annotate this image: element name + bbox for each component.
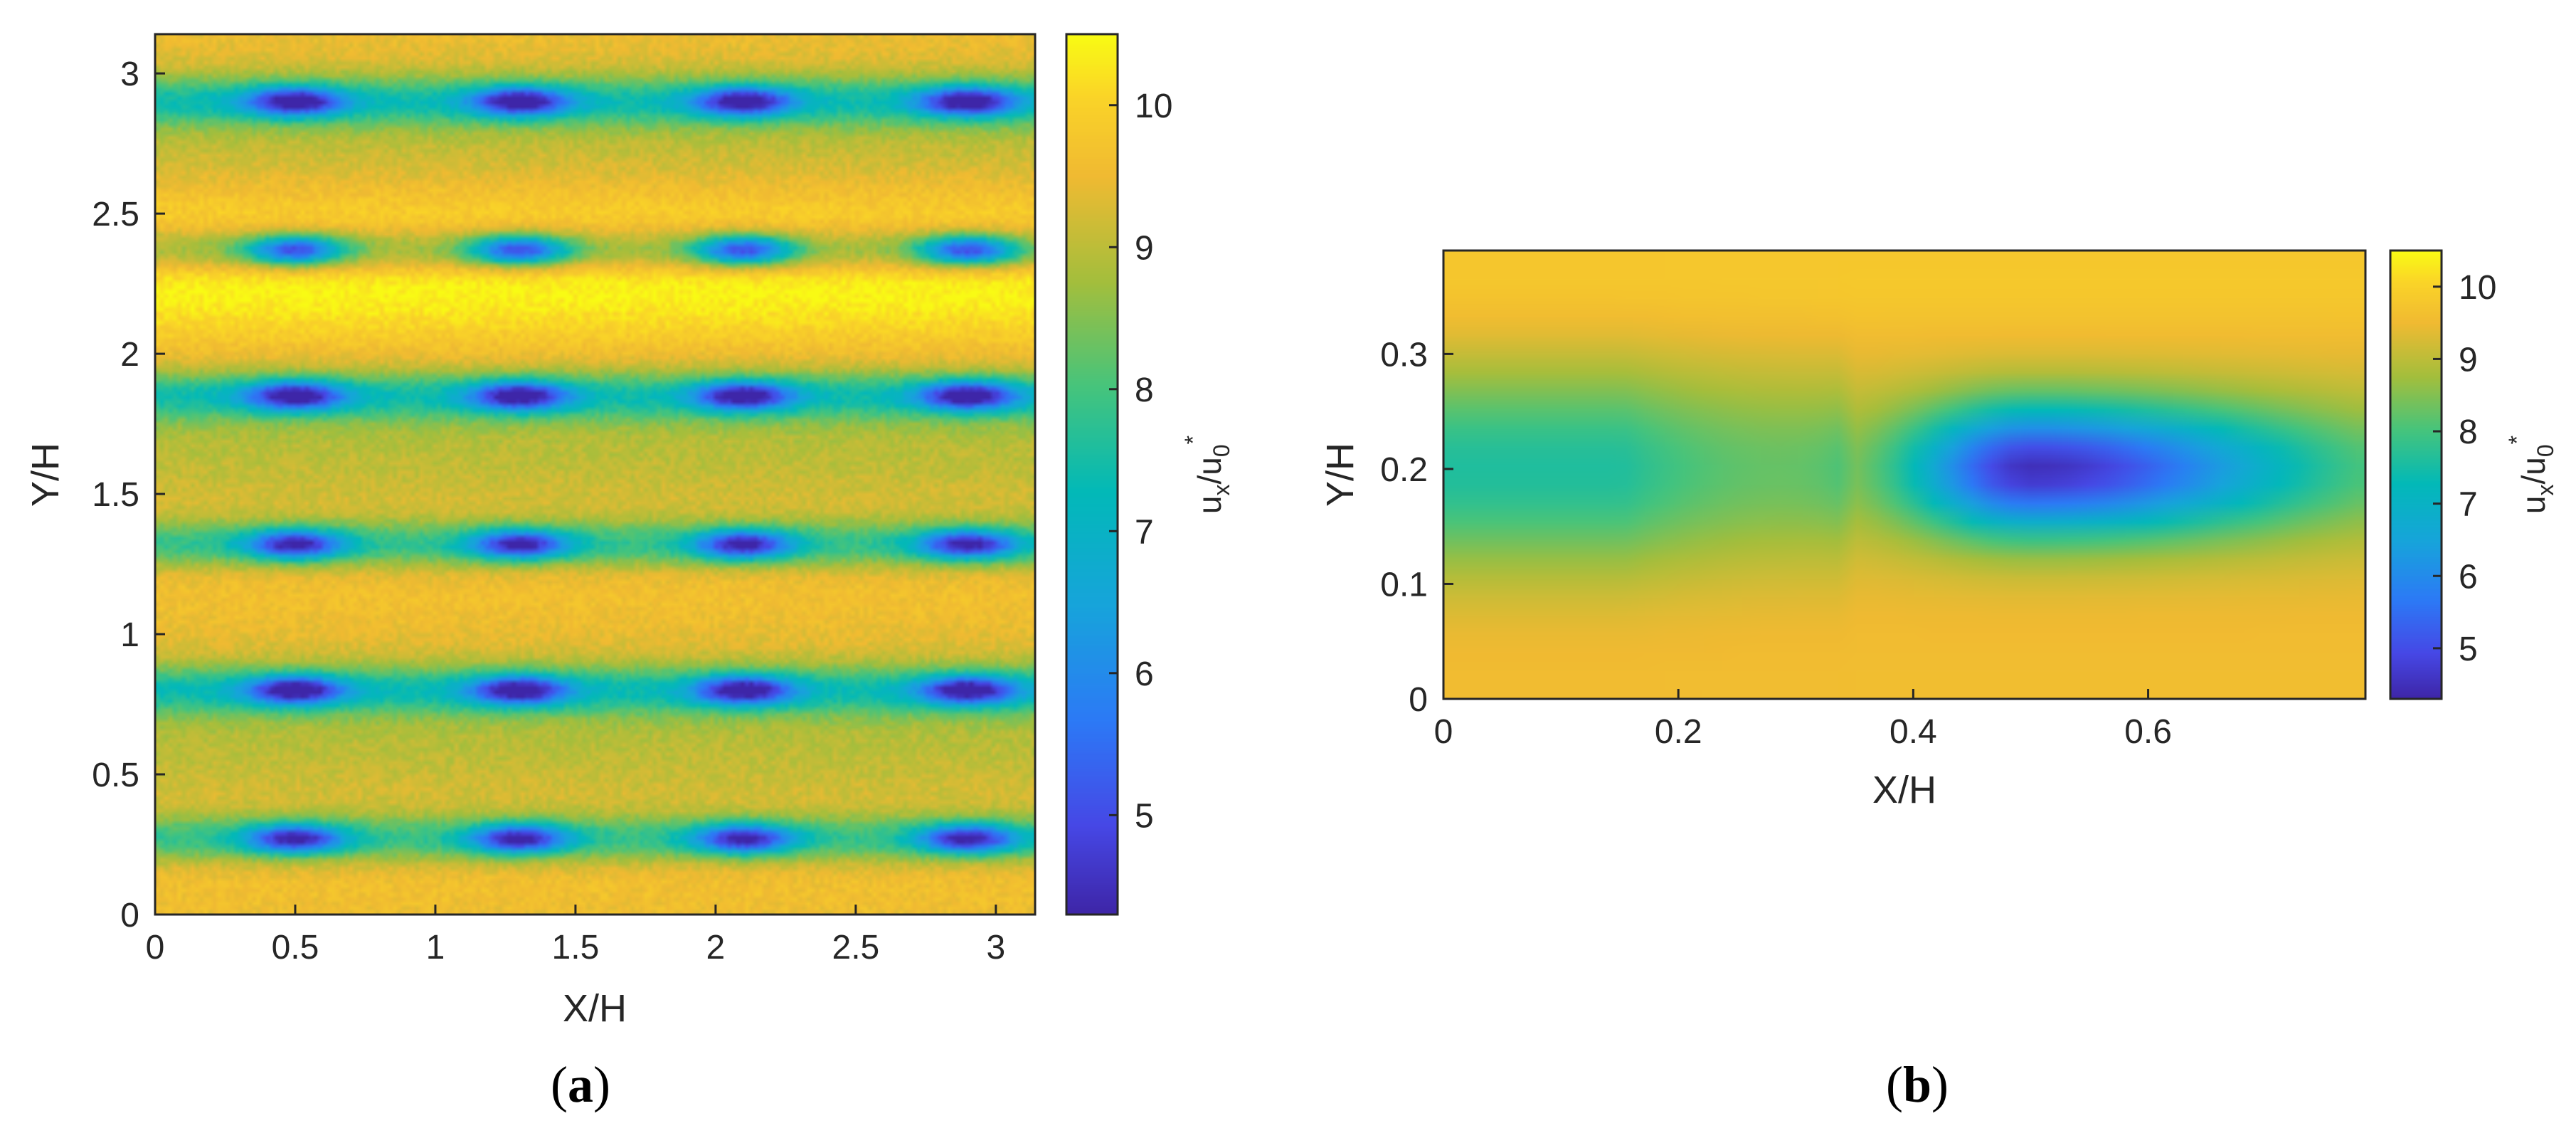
b-cbtick-label: 7	[2459, 486, 2478, 524]
a-cbtick-label: 10	[1135, 88, 1172, 125]
caption-b-open: (	[1886, 1056, 1903, 1113]
b-xtick-label: 0.4	[1889, 713, 1937, 751]
cb-label-u: u	[1191, 496, 1228, 515]
cb-label-slash: /u	[1191, 457, 1228, 484]
a-xtick-label: 1	[426, 929, 445, 966]
b-ytick-label: 0.1	[1380, 566, 1428, 604]
b-cbtick-label: 6	[2459, 558, 2478, 596]
colorbar-label-a: ux/u0*	[1180, 436, 1234, 514]
a-ytick-label: 2.5	[92, 196, 139, 233]
a-ytick-label: 1	[120, 616, 139, 654]
caption-b-close: )	[1931, 1056, 1949, 1113]
a-cbtick-label: 9	[1135, 229, 1154, 267]
heatmap-a	[155, 34, 1035, 915]
cb-label-star: *	[1180, 436, 1206, 444]
a-xtick-label: 2.5	[832, 929, 880, 966]
b-ytick-label: 0	[1409, 681, 1428, 719]
colorbar-ticks-a: 5 6 7 8 9 10	[1109, 88, 1172, 835]
ticks-a: 0 0.5 1 1.5 2 2.5 3 0 0.5 1 1.5 2 2.5 3	[92, 56, 1005, 966]
cb-label-slash: /u	[2515, 457, 2552, 484]
b-cbtick-label: 8	[2459, 413, 2478, 451]
a-xtick-label: 3	[986, 929, 1005, 966]
xlabel-a: X/H	[563, 987, 627, 1030]
colorbar-label-b: ux/u0*	[2504, 436, 2558, 514]
a-ytick-label: 0.5	[92, 757, 139, 794]
panel-b: 0 0.2 0.4 0.6 0 0.1 0.2 0.3 X/H Y/H	[1319, 249, 2367, 811]
colorbar-b: 5 6 7 8 9 10 ux/u0*	[2389, 249, 2558, 700]
b-cbtick-label: 9	[2459, 341, 2478, 379]
b-ytick-label: 0.2	[1380, 451, 1428, 489]
b-cbtick-label: 5	[2459, 631, 2478, 668]
cb-label-0: 0	[2533, 444, 2558, 457]
a-cbtick-label: 5	[1135, 797, 1154, 835]
a-ytick-label: 1.5	[92, 476, 139, 514]
b-cbtick-label: 10	[2459, 269, 2496, 307]
axes-box-a	[154, 33, 1037, 916]
colorbar-gradient-a	[1066, 34, 1118, 915]
axes-box-b	[1442, 249, 2367, 700]
colorbar-gradient-b	[2390, 251, 2442, 699]
b-xtick-label: 0	[1434, 713, 1453, 751]
caption-b: (b)	[1886, 1056, 1949, 1113]
colorbar-a: 5 6 7 8 9 10 ux/u0*	[1065, 33, 1234, 916]
xlabel-b: X/H	[1872, 769, 1936, 811]
caption-a-letter: a	[568, 1056, 593, 1113]
caption-a: (a)	[551, 1056, 610, 1113]
cb-label-x: x	[1209, 485, 1234, 496]
colorbar-ticks-b: 5 6 7 8 9 10	[2433, 269, 2496, 668]
ticks-b: 0 0.2 0.4 0.6 0 0.1 0.2 0.3	[1380, 336, 2172, 751]
a-xtick-label: 1.5	[552, 929, 600, 966]
a-xtick-label: 2	[706, 929, 726, 966]
cb-label-star: *	[2504, 436, 2530, 444]
caption-a-open: (	[551, 1056, 568, 1113]
a-ytick-label: 2	[120, 336, 139, 374]
colorbar-box-a	[1065, 33, 1119, 916]
cb-label-x: x	[2533, 485, 2558, 496]
caption-b-letter: b	[1903, 1056, 1931, 1113]
b-xtick-label: 0.2	[1655, 713, 1702, 751]
cb-label-0: 0	[1209, 444, 1234, 457]
panel-a: 0 0.5 1 1.5 2 2.5 3 0 0.5 1 1.5 2 2.5 3 X/H Y/H	[24, 33, 1037, 1030]
ylabel-a: Y/H	[24, 443, 67, 507]
a-cbtick-label: 8	[1135, 372, 1154, 409]
ylabel-b: Y/H	[1319, 443, 1362, 507]
a-xtick-label: 0.5	[272, 929, 319, 966]
caption-a-close: )	[593, 1056, 610, 1113]
a-xtick-label: 0	[146, 929, 165, 966]
colorbar-box-b	[2389, 249, 2443, 700]
b-xtick-label: 0.6	[2124, 713, 2172, 751]
a-cbtick-label: 6	[1135, 655, 1154, 693]
cb-label-u: u	[2515, 496, 2552, 515]
a-ytick-label: 3	[120, 56, 139, 93]
heatmap-b	[1443, 251, 2365, 699]
a-cbtick-label: 7	[1135, 513, 1154, 551]
a-ytick-label: 0	[120, 897, 139, 934]
b-ytick-label: 0.3	[1380, 336, 1428, 374]
